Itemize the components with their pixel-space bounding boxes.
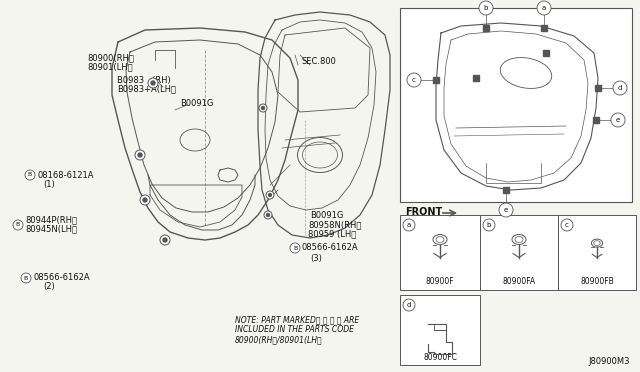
- Text: b: b: [484, 5, 488, 11]
- Circle shape: [479, 1, 493, 15]
- Circle shape: [138, 153, 142, 157]
- Text: 80900(RH〉/80901(LH〉: 80900(RH〉/80901(LH〉: [235, 336, 323, 344]
- Circle shape: [483, 219, 495, 231]
- Text: (1): (1): [43, 180, 55, 189]
- Text: 80900F: 80900F: [426, 278, 454, 286]
- Circle shape: [262, 106, 264, 109]
- Bar: [400, 8, 632, 202]
- Text: B: B: [293, 246, 297, 250]
- Text: e: e: [616, 117, 620, 123]
- Ellipse shape: [433, 234, 447, 244]
- Text: 08566-6162A: 08566-6162A: [33, 273, 90, 282]
- Text: 80945N(LH〉: 80945N(LH〉: [25, 224, 77, 234]
- Text: B: B: [16, 222, 20, 228]
- Circle shape: [25, 170, 35, 180]
- Bar: [433, 77, 439, 83]
- Circle shape: [613, 81, 627, 95]
- Circle shape: [264, 211, 272, 219]
- Circle shape: [21, 273, 31, 283]
- Text: B0983+A(LH〉: B0983+A(LH〉: [117, 84, 176, 93]
- Circle shape: [499, 203, 513, 217]
- Ellipse shape: [500, 58, 552, 89]
- Text: (2): (2): [43, 282, 55, 292]
- Circle shape: [266, 214, 269, 217]
- Circle shape: [163, 238, 167, 242]
- Text: 80900FC: 80900FC: [423, 353, 457, 362]
- Bar: [595, 85, 601, 91]
- Text: 80959 (LH〉: 80959 (LH〉: [308, 230, 356, 238]
- Text: NOTE: PART MARKEDⓐ ⓑ ⓒ ⓓ ARE: NOTE: PART MARKEDⓐ ⓑ ⓒ ⓓ ARE: [235, 315, 359, 324]
- Circle shape: [148, 78, 158, 88]
- Text: J80900M3: J80900M3: [589, 357, 630, 366]
- Text: SEC.800: SEC.800: [302, 58, 337, 67]
- Circle shape: [160, 235, 170, 245]
- Text: d: d: [407, 302, 411, 308]
- Text: INCLUDED IN THE PARTS CODE: INCLUDED IN THE PARTS CODE: [235, 326, 354, 334]
- Text: 80900(RH〉: 80900(RH〉: [87, 54, 134, 62]
- Text: e: e: [504, 207, 508, 213]
- Text: c: c: [565, 222, 569, 228]
- Text: B0983   (RH): B0983 (RH): [117, 76, 171, 84]
- Text: B0091G: B0091G: [310, 211, 344, 219]
- Circle shape: [403, 219, 415, 231]
- Circle shape: [537, 1, 551, 15]
- Bar: [543, 50, 549, 56]
- Bar: [483, 25, 489, 31]
- Ellipse shape: [591, 239, 603, 247]
- Circle shape: [611, 113, 625, 127]
- Bar: [400, 295, 480, 365]
- Bar: [480, 215, 558, 290]
- Bar: [541, 25, 547, 31]
- Circle shape: [269, 193, 271, 196]
- Text: B: B: [28, 173, 32, 177]
- Circle shape: [407, 73, 421, 87]
- Bar: [558, 215, 636, 290]
- Text: B0091G: B0091G: [180, 99, 213, 108]
- Text: b: b: [487, 222, 491, 228]
- Circle shape: [151, 81, 155, 85]
- Circle shape: [403, 299, 415, 311]
- Circle shape: [143, 198, 147, 202]
- Text: B: B: [24, 276, 28, 280]
- Text: 80944P(RH〉: 80944P(RH〉: [25, 215, 77, 224]
- Text: 80900FA: 80900FA: [502, 278, 536, 286]
- Text: (3): (3): [310, 253, 322, 263]
- Text: a: a: [542, 5, 546, 11]
- Bar: [503, 187, 509, 193]
- Text: 80900FB: 80900FB: [580, 278, 614, 286]
- Circle shape: [259, 104, 267, 112]
- Text: d: d: [618, 85, 622, 91]
- Text: FRONT: FRONT: [405, 207, 442, 217]
- Text: c: c: [412, 77, 416, 83]
- Text: 80901(LH〉: 80901(LH〉: [87, 62, 132, 71]
- Circle shape: [561, 219, 573, 231]
- Circle shape: [266, 191, 274, 199]
- Bar: [473, 75, 479, 81]
- Circle shape: [135, 150, 145, 160]
- Ellipse shape: [512, 234, 526, 244]
- Circle shape: [140, 195, 150, 205]
- Circle shape: [13, 220, 23, 230]
- Text: 80958N(RH〉: 80958N(RH〉: [308, 221, 362, 230]
- Text: a: a: [407, 222, 411, 228]
- Circle shape: [290, 243, 300, 253]
- Text: 08168-6121A: 08168-6121A: [37, 170, 93, 180]
- Bar: [593, 117, 599, 123]
- Bar: [400, 215, 480, 290]
- Text: 08566-6162A: 08566-6162A: [302, 244, 358, 253]
